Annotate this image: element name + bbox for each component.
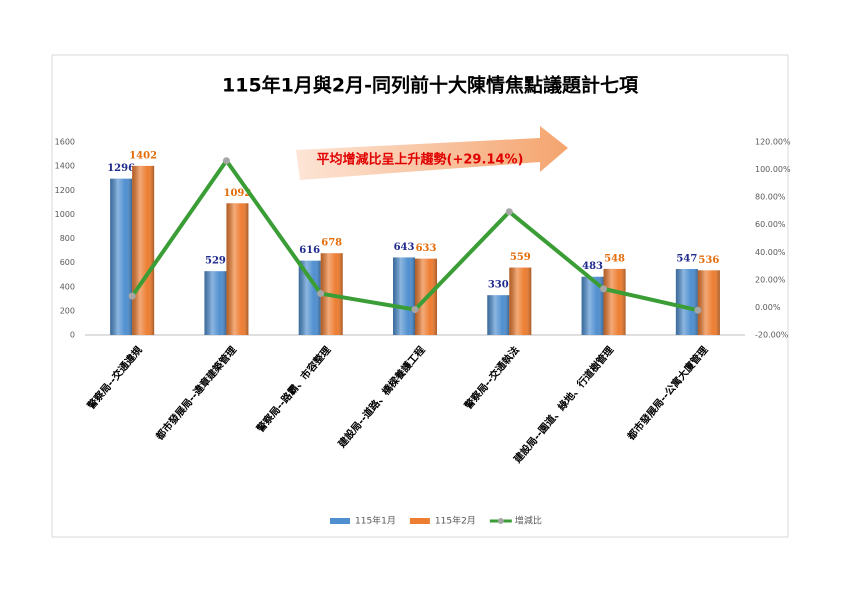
line-marker <box>505 208 513 216</box>
legend-label: 115年2月 <box>435 515 476 527</box>
y-tick-label: 1000 <box>55 210 75 219</box>
line-marker <box>128 292 136 300</box>
y2-tick-label: 120.00% <box>755 138 791 147</box>
line-marker <box>317 290 325 298</box>
y2-tick-label: 60.00% <box>755 220 786 229</box>
y-tick-label: 1200 <box>55 186 75 195</box>
y-tick-label: 0 <box>70 331 75 340</box>
annotation: 平均增減比呈上升趨勢(+29.14%) <box>317 152 524 168</box>
data-label: 529 <box>205 256 226 267</box>
legend-swatch <box>497 518 504 524</box>
bar-shade <box>509 267 532 335</box>
y2-tick-label: 20.00% <box>755 275 786 284</box>
bar-shade <box>132 165 155 335</box>
legend-swatch <box>409 518 430 524</box>
y-tick-label: 400 <box>60 282 75 291</box>
y2-tick-label: 100.00% <box>755 165 791 174</box>
bar-shade <box>298 260 321 335</box>
data-label: 1402 <box>129 150 157 161</box>
y-tick-label: 1600 <box>55 138 75 147</box>
y-tick-label: 800 <box>60 234 75 243</box>
bar-shade <box>110 178 133 335</box>
data-label: 548 <box>604 253 625 264</box>
data-label: 616 <box>299 245 320 256</box>
chart-title: 115年1月與2月-同列前十大陳情焦點議題計七項 <box>222 74 639 97</box>
data-label: 483 <box>582 261 603 272</box>
line-marker <box>222 157 230 165</box>
data-label: 678 <box>321 238 342 249</box>
bar-shade <box>226 203 249 335</box>
data-label: 536 <box>698 255 719 266</box>
bar-shade <box>487 295 510 335</box>
data-label: 633 <box>416 243 437 254</box>
data-label: 330 <box>488 280 509 291</box>
y2-tick-label: -20.00% <box>755 331 789 340</box>
y2-tick-label: 40.00% <box>755 248 786 257</box>
bar-shade <box>393 257 415 335</box>
bar-shade <box>675 269 698 335</box>
y-tick-label: 1400 <box>55 162 75 171</box>
bar-shade <box>603 268 626 335</box>
data-label: 1296 <box>107 163 135 174</box>
bar-shade <box>697 270 720 335</box>
y2-tick-label: 0.00% <box>755 303 781 312</box>
legend-swatch <box>330 518 350 524</box>
y2-tick-label: 80.00% <box>755 193 786 202</box>
legend-label: 115年1月 <box>355 515 396 527</box>
data-label: 643 <box>394 242 415 253</box>
y-tick-label: 600 <box>60 258 75 267</box>
data-label: 1092 <box>224 188 252 199</box>
line-marker <box>694 306 702 314</box>
line-marker <box>600 285 608 293</box>
bar-shade <box>581 276 604 335</box>
data-label: 559 <box>510 252 531 263</box>
y-tick-label: 200 <box>60 306 75 315</box>
legend-label: 增減比 <box>515 515 542 527</box>
line-marker <box>411 306 419 314</box>
trend-arrow <box>296 126 568 180</box>
data-label: 547 <box>676 254 697 265</box>
bar-shade <box>204 271 227 335</box>
